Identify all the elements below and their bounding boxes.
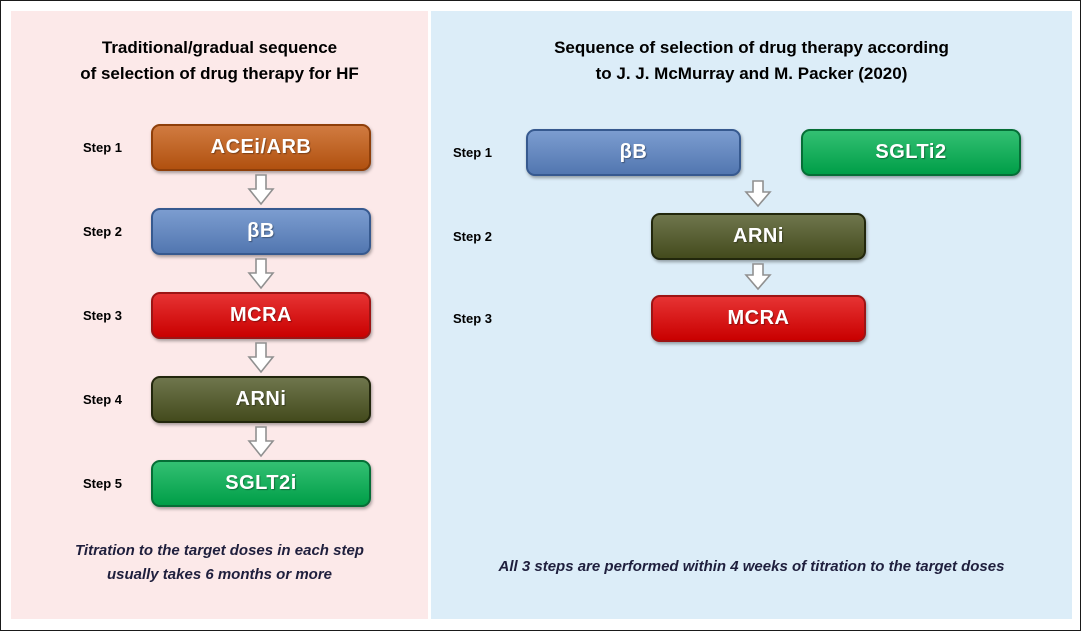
step-row-2: Step 2 βB: [11, 208, 428, 255]
right-step-row-3: Step 3 MCRA: [431, 295, 1072, 342]
right-footnote: All 3 steps are performed within 4 weeks…: [431, 555, 1072, 579]
drug-box-acei-arb: ACEi/ARB: [151, 124, 371, 171]
left-footnote-line1: Titration to the target doses in each st…: [75, 542, 364, 559]
down-arrow-icon: [247, 258, 275, 290]
left-panel-title: Traditional/gradual sequence of selectio…: [11, 35, 428, 87]
right-step-row-1: Step 1 βB SGLTi2: [431, 129, 1072, 176]
down-arrow-icon: [744, 263, 772, 291]
drug-box-bb: βB: [151, 208, 371, 255]
drug-label-mcra-right: MCRA: [727, 307, 790, 329]
step-4-label: Step 4: [83, 392, 123, 407]
drug-label-acei-arb: ACEi/ARB: [210, 136, 312, 158]
right-step-2-label: Step 2: [453, 229, 493, 244]
left-footnote-line2: usually takes 6 months or more: [106, 566, 333, 583]
drug-box-sglti2-right: SGLTi2: [801, 129, 1021, 176]
drug-box-arni: ARNi: [151, 376, 371, 423]
panel-mcmurray-packer-sequence: Sequence of selection of drug therapy ac…: [431, 11, 1072, 619]
drug-box-mcra: MCRA: [151, 292, 371, 339]
down-arrow-icon: [247, 174, 275, 206]
down-arrow-icon: [744, 180, 772, 208]
drug-label-sglti2-right: SGLTi2: [875, 141, 947, 163]
left-footnote: Titration to the target doses in each st…: [11, 539, 428, 587]
step-5-label: Step 5: [83, 476, 123, 491]
step-2-label: Step 2: [83, 224, 123, 239]
down-arrow-icon: [247, 426, 275, 458]
down-arrow-icon: [247, 342, 275, 374]
right-step-row-2: Step 2 ARNi: [431, 213, 1072, 260]
right-panel-title-line1: Sequence of selection of drug therapy ac…: [554, 38, 949, 57]
drug-box-bb-right: βB: [526, 129, 741, 176]
right-step-1-label: Step 1: [453, 145, 493, 160]
panel-traditional-sequence: Traditional/gradual sequence of selectio…: [11, 11, 428, 619]
drug-label-arni: ARNi: [235, 388, 287, 410]
step-3-label: Step 3: [83, 308, 123, 323]
step-row-3: Step 3 MCRA: [11, 292, 428, 339]
drug-box-sglt2i: SGLT2i: [151, 460, 371, 507]
right-panel-title: Sequence of selection of drug therapy ac…: [431, 35, 1072, 87]
right-footnote-line: All 3 steps are performed within 4 weeks…: [498, 558, 1005, 575]
drug-box-mcra-right: MCRA: [651, 295, 866, 342]
step-row-5: Step 5 SGLT2i: [11, 460, 428, 507]
drug-label-sglt2i: SGLT2i: [225, 472, 297, 494]
right-panel-title-line2: to J. J. McMurray and M. Packer (2020): [595, 64, 908, 83]
step-row-1: Step 1 ACEi/ARB: [11, 124, 428, 171]
left-panel-title-line2: of selection of drug therapy for HF: [80, 64, 359, 83]
drug-label-bb: βB: [247, 220, 275, 242]
drug-box-arni-right: ARNi: [651, 213, 866, 260]
drug-label-arni-right: ARNi: [733, 225, 784, 247]
left-panel-title-line1: Traditional/gradual sequence: [101, 38, 338, 57]
step-1-label: Step 1: [83, 140, 123, 155]
drug-label-bb-right: βB: [619, 141, 648, 163]
drug-label-mcra: MCRA: [230, 304, 292, 326]
step-row-4: Step 4 ARNi: [11, 376, 428, 423]
right-step-3-label: Step 3: [453, 311, 493, 326]
